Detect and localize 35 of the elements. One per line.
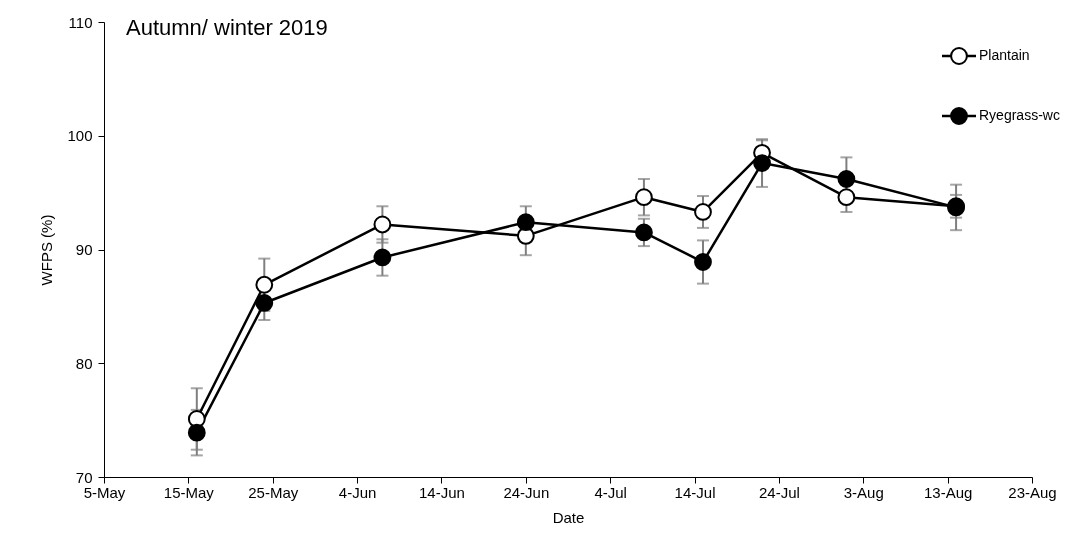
point xyxy=(516,213,535,232)
x-tick-label: 4-Jul xyxy=(594,483,627,501)
point xyxy=(373,248,392,267)
x-tick-label: 24-Jun xyxy=(503,483,550,501)
chart-title: Autumn/ winter 2019 xyxy=(126,15,328,40)
point xyxy=(837,170,856,188)
point xyxy=(255,294,274,312)
x-tick-label: 4-Jun xyxy=(338,483,377,501)
x-tick-label: 3-Aug xyxy=(843,483,884,501)
point xyxy=(694,253,712,271)
y-tick-label: 90 xyxy=(75,241,93,258)
point xyxy=(635,223,653,242)
x-tick-label: 24-Jul xyxy=(758,483,800,501)
point xyxy=(635,188,653,207)
point xyxy=(837,188,856,207)
point xyxy=(373,215,392,234)
y-tick-label: 80 xyxy=(75,354,93,372)
legend-label: Plantain xyxy=(979,47,1030,63)
point xyxy=(187,423,206,442)
y-tick-label: 100 xyxy=(67,127,93,145)
y-axis-title: WFPS (%) xyxy=(38,214,56,286)
x-axis-title: Date xyxy=(552,508,585,526)
x-tick-label: 15-May xyxy=(163,483,215,501)
y-tick-label: 110 xyxy=(68,13,93,31)
legend-label: Ryegrass-wc xyxy=(979,107,1060,123)
x-tick-label: 23-Aug xyxy=(1008,483,1057,501)
point xyxy=(255,275,274,294)
x-tick-label: 25-May xyxy=(248,483,299,501)
point xyxy=(753,154,771,172)
x-tick-label: 14-Jun xyxy=(419,483,465,501)
x-tick-label: 5-May xyxy=(83,483,126,501)
x-tick-label: 13-Aug xyxy=(923,483,973,501)
point xyxy=(694,203,712,221)
x-tick-label: 14-Jul xyxy=(674,483,716,501)
y-tick-label: 70 xyxy=(75,468,93,486)
